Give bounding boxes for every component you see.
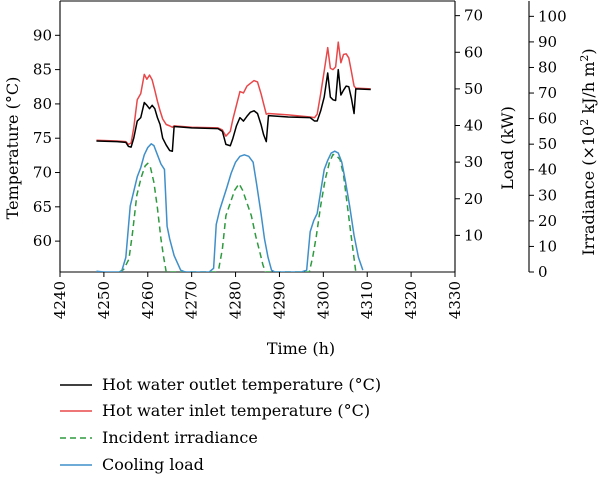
y-tick-label-load: 40 (464, 117, 483, 135)
y-tick-label-irradiance: 50 (538, 135, 557, 153)
y-tick-label-load: 20 (464, 190, 483, 208)
irradiance-title-sup-2: 2 (578, 55, 591, 62)
x-tick-label: 4280 (227, 281, 245, 319)
legend-item: Hot water outlet temperature (°C) (60, 375, 381, 394)
x-tick-label: 4260 (139, 281, 157, 319)
x-tick-label: 4320 (402, 281, 420, 319)
irradiance-title-part-3: ) (579, 48, 598, 54)
irradiance-title-part-2: kJ/h m (579, 62, 598, 119)
irradiance-title-part-1: Irradiance (×10 (579, 126, 598, 256)
y-tick-label-irradiance: 80 (538, 58, 557, 76)
series-line-cooling-load (96, 143, 364, 272)
y-tick-label-irradiance: 90 (538, 33, 557, 51)
x-tick-label: 4290 (270, 281, 288, 319)
legend-label-outlet: Hot water outlet temperature (°C) (102, 375, 381, 394)
x-tick-label: 4310 (358, 281, 376, 319)
y-tick-label-irradiance: 30 (538, 186, 557, 204)
y-tick-label-temperature: 75 (33, 129, 52, 147)
y-tick-label-load: 30 (464, 153, 483, 171)
legend-item: Cooling load (60, 455, 204, 474)
y-tick-label-irradiance: 20 (538, 212, 557, 230)
legend-label-cooling: Cooling load (102, 455, 204, 474)
legend: Hot water outlet temperature (°C) Hot wa… (60, 375, 381, 474)
y-tick-label-temperature: 60 (33, 232, 52, 250)
series-line-incident-irradiance (118, 153, 357, 272)
y-axis-title-irradiance: Irradiance (×102 kJ/h m2) (578, 48, 598, 255)
x-tick-label: 4300 (314, 281, 332, 319)
legend-item: Incident irradiance (60, 428, 258, 447)
y-tick-label-irradiance: 60 (538, 110, 557, 128)
series-lines (96, 41, 371, 272)
y-tick-label-load: 60 (464, 43, 483, 61)
y-tick-label-load: 10 (464, 226, 483, 244)
y-tick-label-temperature: 65 (33, 198, 52, 216)
series-line-inlet-temperature (96, 41, 371, 146)
axes (55, 0, 534, 277)
x-tick-label: 4250 (95, 281, 113, 319)
y-axis-title-left: Temperature (°C) (3, 77, 22, 220)
y-tick-label-temperature: 90 (33, 26, 52, 44)
x-tick-label: 4330 (446, 281, 464, 319)
y-tick-label-temperature: 80 (33, 95, 52, 113)
y-tick-label-irradiance: 70 (538, 84, 557, 102)
y-axis-title-load: Load (kW) (498, 106, 517, 190)
y-tick-label-irradiance: 10 (538, 237, 557, 255)
y-tick-label-temperature: 70 (33, 164, 52, 182)
x-tick-label: 4270 (183, 281, 201, 319)
y-tick-label-irradiance: 100 (538, 7, 567, 25)
irradiance-title-sup-1: 2 (578, 119, 591, 126)
y-tick-label-load: 50 (464, 80, 483, 98)
legend-label-irradiance: Incident irradiance (102, 428, 258, 447)
legend-label-inlet: Hot water inlet temperature (°C) (102, 401, 370, 420)
x-tick-label: 4240 (51, 281, 69, 319)
tick-labels: 4240 4250 4260 4270 4280 4290 4300 4310 4320 4330… (33, 7, 567, 320)
y-tick-label-load: 70 (464, 7, 483, 25)
y-tick-label-irradiance: 0 (538, 263, 548, 281)
x-axis-title: Time (h) (267, 339, 335, 358)
legend-item: Hot water inlet temperature (°C) (60, 401, 370, 420)
y-tick-label-temperature: 85 (33, 61, 52, 79)
series-line-outlet-temperature (96, 68, 371, 152)
y-tick-label-irradiance: 40 (538, 161, 557, 179)
